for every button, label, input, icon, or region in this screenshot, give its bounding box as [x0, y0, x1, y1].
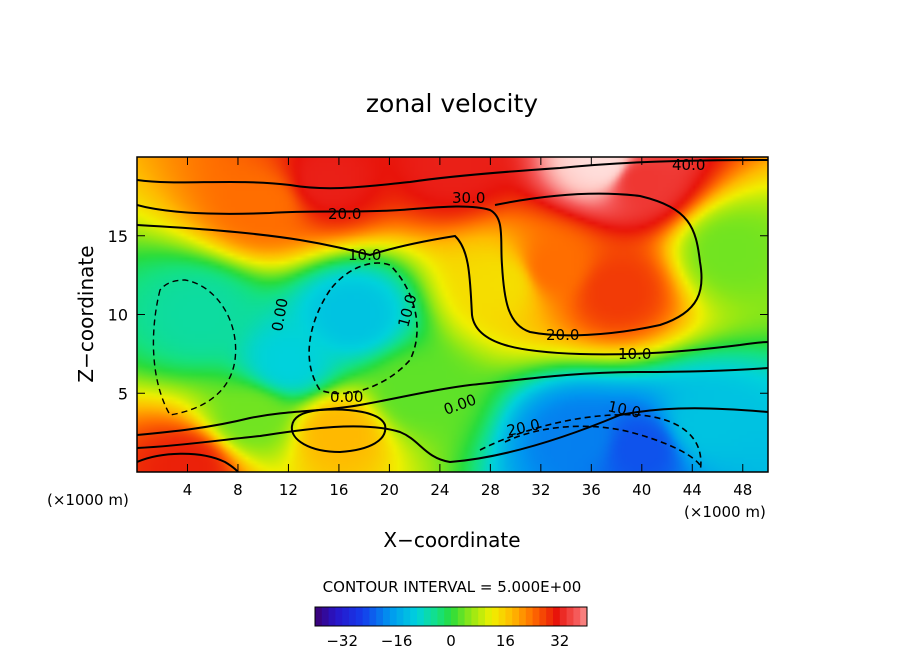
- colorbar-segment: [525, 607, 534, 626]
- contour-interval-note: CONTOUR INTERVAL = 5.000E+00: [323, 578, 582, 596]
- colorbar-segment: [532, 607, 540, 626]
- colorbar-tick-label: −32: [326, 632, 358, 650]
- colorbar-segment: [389, 607, 398, 626]
- colorbar-segment: [423, 607, 432, 626]
- y-tick-label: 5: [118, 384, 128, 403]
- colorbar-segment: [355, 607, 364, 626]
- contour-line-0-low: [137, 407, 768, 464]
- colorbar-ticks: −32 −16 0 16 32: [326, 632, 569, 650]
- colorbar-segment: [519, 607, 527, 626]
- contour-line-n10-left: [308, 262, 418, 395]
- x-tick-label: 4: [183, 481, 193, 499]
- x-tick-label: 28: [481, 481, 500, 499]
- colorbar-segment: [471, 607, 479, 626]
- y-axis-ticks: 5 10 15: [108, 227, 768, 403]
- colorbar-segment: [369, 607, 377, 626]
- x-tick-label: 20: [380, 481, 399, 499]
- y-tick-label: 15: [108, 227, 128, 246]
- contour-label: 20.0: [546, 326, 579, 344]
- contour-label: 20.0: [328, 205, 361, 223]
- contour-label: 10.0: [348, 246, 381, 264]
- colorbar-segment: [437, 607, 445, 626]
- contour-label: 0.00: [330, 388, 363, 406]
- colorbar-segment: [566, 607, 574, 626]
- x-unit-left: (×1000 m): [47, 491, 129, 509]
- x-tick-label: 32: [531, 481, 550, 499]
- colorbar-segment: [362, 607, 370, 626]
- colorbar-tick-label: 16: [496, 632, 515, 650]
- contour-labels: 40.0 30.0 20.0 10.0 0.00 10.0 20.0 10.0 …: [268, 156, 705, 440]
- colorbar-segment: [553, 607, 561, 626]
- contour-label: 0.00: [268, 297, 292, 333]
- x-tick-label: 40: [632, 481, 651, 499]
- colorbar-segment: [491, 607, 500, 626]
- colorbar-segment: [559, 607, 568, 626]
- colorbar-segment: [512, 607, 520, 626]
- colorbar-segment: [349, 607, 357, 626]
- colorbar-tick-label: −16: [381, 632, 413, 650]
- colorbar-segment: [457, 607, 466, 626]
- x-axis-label: X−coordinate: [383, 528, 520, 552]
- colorbar-segment: [403, 607, 411, 626]
- colorbar-segment: [464, 607, 472, 626]
- colorbar-segment: [315, 607, 323, 626]
- colorbar-segment: [573, 607, 581, 626]
- x-tick-label: 12: [279, 481, 298, 499]
- x-tick-label: 48: [733, 481, 752, 499]
- x-tick-label: 36: [582, 481, 601, 499]
- colorbar-tick-label: 32: [550, 632, 569, 650]
- colorbar-segment: [498, 607, 506, 626]
- colorbar-segment: [485, 607, 493, 626]
- colorbar-segment: [376, 607, 384, 626]
- plot-area: 40.0 30.0 20.0 10.0 0.00 10.0 20.0 10.0 …: [137, 156, 768, 472]
- colorbar-segment: [539, 607, 547, 626]
- contour-line-pos-corner: [137, 452, 239, 472]
- contour-line-30: [137, 159, 768, 190]
- chart-title: zonal velocity: [366, 89, 538, 118]
- x-unit-right: (×1000 m): [684, 503, 766, 521]
- colorbar-tick-label: 0: [446, 632, 456, 650]
- colorbar-frame: [314, 606, 588, 627]
- colorbar-segment: [396, 607, 404, 626]
- x-tick-label: 8: [233, 481, 243, 499]
- colorbar-segment: [328, 607, 336, 626]
- contour-line-20: [137, 192, 703, 337]
- colorbar-segment: [383, 607, 391, 626]
- colorbar-segment: [417, 607, 425, 626]
- contour-line-pos-small: [290, 408, 387, 454]
- colorbar-segment: [430, 607, 438, 626]
- colorbar-segment: [580, 607, 588, 626]
- colorbar-segment: [478, 607, 486, 626]
- x-axis-ticks: 4 8 12 16 20 24 28 32 36 40 44 48: [183, 157, 752, 499]
- colorbar-segment: [342, 607, 350, 626]
- colorbar: −32 −16 0 16 32: [314, 606, 588, 650]
- x-tick-label: 16: [329, 481, 348, 499]
- colorbar-segment: [505, 607, 513, 626]
- contour-line-0: [137, 367, 768, 436]
- colorbar-segment: [335, 607, 343, 626]
- contour-label: 40.0: [672, 156, 705, 174]
- y-tick-label: 10: [108, 306, 128, 325]
- y-axis-label: Z−coordinate: [74, 245, 98, 382]
- colorbar-segment: [451, 607, 459, 626]
- contour-line-n20: [504, 425, 701, 466]
- contour-line-n10: [479, 413, 702, 472]
- contour-line-n5-left: [152, 279, 237, 416]
- contour-label: 30.0: [452, 189, 485, 207]
- colorbar-segment: [321, 607, 330, 626]
- x-tick-label: 24: [430, 481, 449, 499]
- colorbar-segment: [410, 607, 418, 626]
- contour-line-10: [137, 224, 768, 356]
- colorbar-segments: [314, 606, 588, 627]
- x-tick-label: 44: [683, 481, 702, 499]
- colorbar-segment: [444, 607, 452, 626]
- contour-lines: [137, 159, 768, 472]
- contour-label: 10.0: [618, 345, 651, 363]
- colorbar-segment: [546, 607, 554, 626]
